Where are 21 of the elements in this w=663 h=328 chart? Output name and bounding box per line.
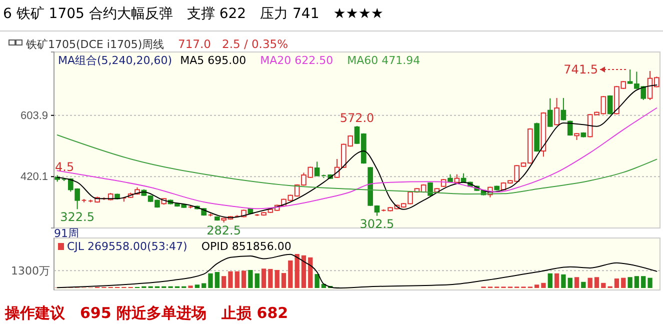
annotation: 741.5: [564, 62, 598, 76]
annotation: 4.5: [55, 160, 74, 174]
series-label: OPID 851856.00: [201, 240, 292, 253]
annotation: 91周: [54, 227, 79, 240]
y-tick-label: 420.1: [20, 171, 48, 184]
text: MA20 622.50: [260, 54, 334, 67]
annotation: 302.5: [360, 216, 394, 231]
annotation: 322.5: [60, 210, 94, 224]
annotation: 282.5: [206, 224, 241, 238]
annotation: 572.0: [340, 111, 374, 125]
text: 操作建议 695 附近多单进场 止损 682: [4, 304, 288, 322]
text: MA5 695.00: [180, 54, 246, 67]
chart-subtitle: 铁矿1705(DCE i1705)周线: [25, 38, 164, 51]
text: 2.5 / 0.35%: [222, 37, 288, 51]
chart-title: 6 铁矿 1705 合约大幅反弹 支撑 622 压力 741 ★★★★: [3, 6, 384, 22]
text: MA60 471.94: [347, 54, 420, 67]
y-tick-label: 603.9: [20, 110, 48, 122]
legend-label: CJL 269558.00(53:47): [67, 240, 188, 253]
legend-title: MA组合(5,240,20,60): [58, 54, 172, 67]
ref-line-label: 1300万: [11, 264, 50, 278]
text: 717.0: [178, 37, 211, 51]
